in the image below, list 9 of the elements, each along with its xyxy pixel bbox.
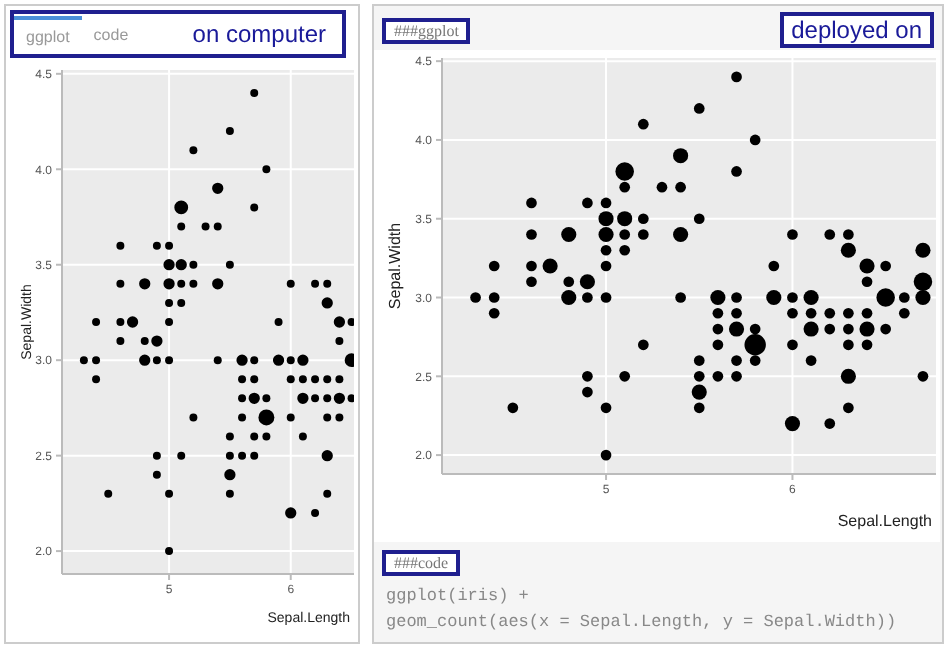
label-box: ###ggplot (382, 17, 471, 43)
x-axis-title: Sepal.Length (837, 512, 932, 530)
text: ggplot (14, 15, 82, 53)
y-axis-title: Sepal.Width (385, 222, 404, 310)
text: ggplot(iris) + (386, 584, 531, 610)
label-box: deployed on (779, 12, 934, 48)
label-box: ###code (382, 550, 461, 576)
text: code (91, 23, 131, 47)
text: geom_count(aes(x = Sepal.Length, y = Sepal.Width)) (386, 610, 897, 636)
